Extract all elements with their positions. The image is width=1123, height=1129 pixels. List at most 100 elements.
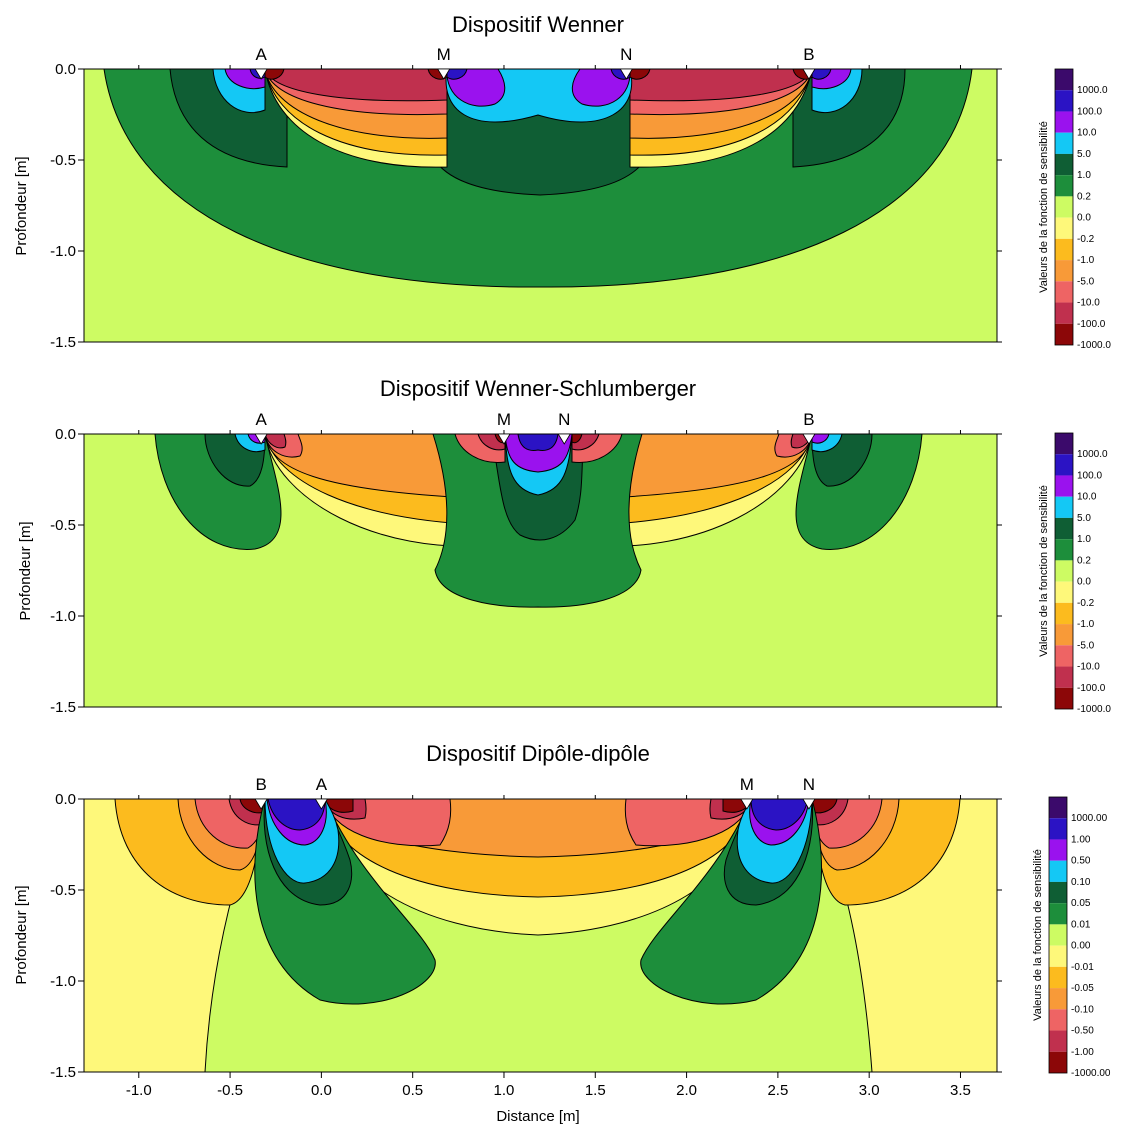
colorbar-label: -1.00 [1071, 1047, 1094, 1058]
colorbar-label: -1.0 [1077, 255, 1095, 266]
colorbar-swatch [1055, 581, 1073, 603]
colorbar-label: -100.0 [1077, 683, 1106, 694]
colorbar-label: 0.01 [1071, 919, 1091, 930]
colorbar-swatch [1055, 238, 1073, 261]
electrode-label: A [316, 775, 328, 794]
colorbar-swatch [1055, 517, 1073, 540]
colorbar-swatch [1055, 132, 1073, 154]
electrode-marker [802, 68, 816, 80]
x-tick-label: 1.5 [585, 1082, 606, 1099]
colorbar-label: -1000.0 [1077, 340, 1111, 351]
colorbar: 1000.0 100.0 10.0 5.0 1.0 0.2 0.0 -0.2 -1.0 -5.0 -… [1038, 432, 1111, 715]
colorbar-swatch [1049, 966, 1067, 989]
colorbar-swatch [1055, 69, 1073, 91]
electrode-label: M [740, 775, 754, 794]
electrode-label: N [620, 45, 632, 64]
colorbar-label: 0.2 [1077, 191, 1091, 202]
x-tick-label: 3.5 [950, 1082, 971, 1099]
y-tick-label: -0.5 [50, 152, 76, 169]
colorbar-swatch [1049, 988, 1067, 1010]
x-tick-label: 0.5 [402, 1082, 423, 1099]
x-tick-label: 1.0 [494, 1082, 515, 1099]
y-tick-label: -1.5 [50, 334, 76, 351]
electrode-marker [557, 433, 571, 445]
electrode-label: N [558, 410, 570, 429]
colorbar-label: 10.0 [1077, 128, 1097, 139]
electrode-marker [254, 433, 268, 445]
electrode-label: A [255, 410, 267, 429]
colorbar-label: -1000.00 [1071, 1068, 1111, 1079]
colorbar-title: Valeurs de la fonction de sensibilité [1038, 485, 1050, 657]
colorbar-label: 1.00 [1071, 834, 1091, 845]
y-axis-label: Profondeur [m] [17, 521, 34, 620]
colorbar-label: -5.0 [1077, 276, 1095, 287]
electrode-label: N [803, 775, 815, 794]
x-axis-label: Distance [m] [496, 1108, 579, 1125]
electrode-label: M [437, 45, 451, 64]
colorbar-label: -1000.0 [1077, 704, 1111, 715]
colorbar-label: -0.2 [1077, 234, 1095, 245]
colorbar-swatch [1049, 945, 1067, 967]
colorbar-swatch [1055, 645, 1073, 667]
electrode-marker [619, 68, 634, 80]
colorbar-swatch [1055, 90, 1073, 112]
electrode-label: B [255, 775, 266, 794]
y-tick-label: 0.0 [55, 791, 76, 808]
colorbar-swatch [1049, 881, 1067, 904]
colorbar-swatch [1055, 602, 1073, 625]
plot-frame [83, 433, 998, 708]
colorbar-swatch [1049, 797, 1067, 819]
colorbar-label: -10.0 [1077, 662, 1100, 673]
electrode-label: A [255, 45, 267, 64]
colorbar-swatch [1055, 153, 1073, 176]
colorbar-label: 5.0 [1077, 513, 1091, 524]
colorbar-label: -0.01 [1071, 962, 1094, 973]
colorbar-swatch [1049, 903, 1067, 925]
colorbar-label: 0.2 [1077, 555, 1091, 566]
y-tick-label: -1.5 [50, 699, 76, 716]
colorbar-label: -0.10 [1071, 1004, 1094, 1015]
colorbar-swatch [1049, 1051, 1067, 1073]
plot-frame [83, 798, 998, 1073]
y-axis: 0.0 -0.5 -1.0 -1.5 [50, 426, 1002, 716]
colorbar-swatch [1055, 175, 1073, 197]
electrode-marker [802, 433, 816, 445]
electrode-marker [740, 798, 754, 810]
colorbar-label: 0.10 [1071, 877, 1091, 888]
electrode-marker [802, 798, 816, 810]
contour-field [84, 799, 997, 1072]
y-tick-label: -1.0 [50, 608, 76, 625]
panel-title: Dispositif Wenner-Schlumberger [380, 376, 696, 401]
electrode-marker [254, 798, 268, 810]
x-tick-label: 3.0 [859, 1082, 880, 1099]
colorbar-swatch [1055, 666, 1073, 688]
colorbar-label: -5.0 [1077, 640, 1095, 651]
colorbar-swatch [1055, 475, 1073, 497]
colorbar: 1000.00 1.00 0.50 0.10 0.05 0.01 0.00 -0.01 -0.0… [1032, 796, 1111, 1079]
x-tick-label: -1.0 [126, 1082, 152, 1099]
x-tick-label: 0.0 [311, 1082, 332, 1099]
colorbar-label: -1.0 [1077, 619, 1095, 630]
x-tick-label: 2.5 [767, 1082, 788, 1099]
colorbar-swatch [1055, 433, 1073, 455]
y-axis-label: Profondeur [m] [13, 885, 30, 984]
x-tick-label: 2.0 [676, 1082, 697, 1099]
colorbar-swatch [1055, 624, 1073, 646]
colorbar-swatch [1049, 818, 1067, 840]
colorbar-swatch [1055, 111, 1073, 133]
colorbar-label: 1.0 [1077, 534, 1091, 545]
colorbar-swatch [1049, 1030, 1067, 1052]
colorbar-label: 100.0 [1077, 470, 1102, 481]
colorbar-swatch [1055, 496, 1073, 518]
colorbar-swatch [1055, 281, 1073, 303]
panel-title: Dispositif Wenner [452, 12, 624, 37]
panel-title: Dispositif Dipôle-dipôle [426, 741, 650, 766]
y-tick-label: -1.5 [50, 1064, 76, 1081]
colorbar-label: -0.2 [1077, 598, 1095, 609]
y-axis: 0.0 -0.5 -1.0 -1.5 [50, 61, 1002, 351]
colorbar-swatch [1055, 539, 1073, 561]
colorbar-title: Valeurs de la fonction de sensibilité [1038, 121, 1050, 293]
y-tick-label: -1.0 [50, 243, 76, 260]
